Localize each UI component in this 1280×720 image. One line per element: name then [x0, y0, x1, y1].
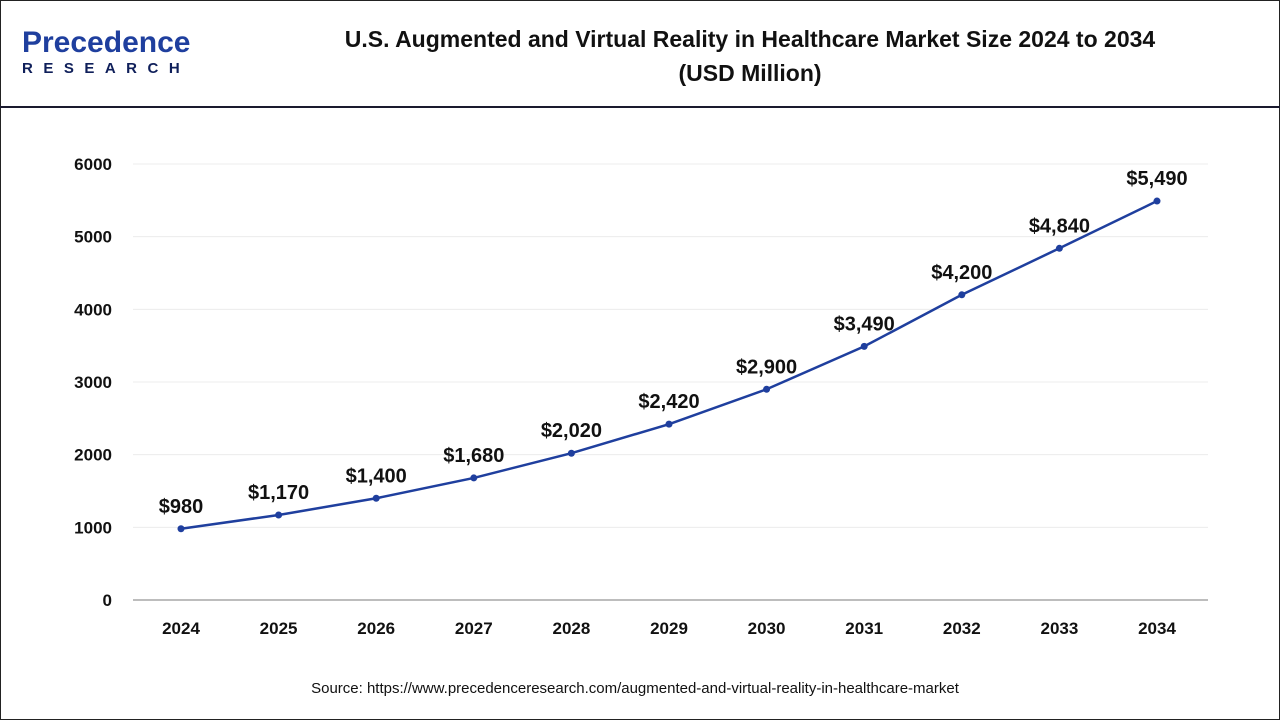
x-tick-label: 2030 — [748, 619, 786, 638]
source-text: Source: https://www.precedenceresearch.c… — [311, 680, 959, 697]
data-point — [567, 449, 575, 457]
y-tick-label: 6000 — [74, 155, 112, 174]
series-line — [180, 199, 1158, 531]
x-tick-label: 2026 — [357, 619, 395, 638]
data-point — [1055, 244, 1063, 252]
data-label: $2,020 — [541, 420, 602, 442]
data-point — [1153, 197, 1161, 205]
x-tick-label: 2031 — [845, 619, 883, 638]
data-label: $1,400 — [346, 465, 407, 487]
logo: Precedence RESEARCH — [22, 26, 191, 78]
y-tick-label: 3000 — [74, 373, 112, 392]
data-label: $1,170 — [248, 482, 309, 504]
data-label: $5,490 — [1126, 168, 1187, 190]
data-label: $1,680 — [443, 445, 504, 467]
data-point — [275, 511, 283, 519]
data-point — [470, 474, 478, 482]
data-point — [372, 494, 380, 502]
chart-title: U.S. Augmented and Virtual Reality in He… — [270, 22, 1230, 90]
logo-text-bottom: RESEARCH — [22, 60, 191, 77]
x-tick-label: 2032 — [943, 619, 981, 638]
x-tick-label: 2027 — [455, 619, 493, 638]
x-tick-label: 2024 — [162, 619, 200, 638]
data-label: $4,200 — [931, 262, 992, 284]
x-tick-label: 2033 — [1040, 619, 1078, 638]
x-tick-label: 2025 — [260, 619, 298, 638]
logo-text-top: Precedence — [22, 26, 191, 59]
y-tick-label: 4000 — [74, 300, 112, 319]
x-tick-label: 2029 — [650, 619, 688, 638]
header: Precedence RESEARCH U.S. Augmented and V… — [0, 0, 1280, 108]
y-tick-label: 0 — [103, 591, 112, 610]
data-label: $980 — [159, 496, 204, 518]
x-tick-label: 2028 — [552, 619, 590, 638]
title-line-1: U.S. Augmented and Virtual Reality in He… — [344, 26, 1156, 52]
data-point — [958, 291, 966, 299]
data-label: $3,490 — [834, 313, 895, 335]
data-point — [860, 342, 868, 350]
data-point — [763, 385, 771, 393]
data-label: $4,840 — [1029, 215, 1090, 237]
title-line-2: (USD Million) — [678, 60, 822, 86]
y-tick-label: 2000 — [74, 446, 112, 465]
data-point — [177, 525, 185, 533]
y-tick-label: 5000 — [74, 228, 112, 247]
data-label: $2,900 — [736, 356, 797, 378]
x-tick-label: 2034 — [1138, 619, 1176, 638]
y-tick-label: 1000 — [74, 518, 112, 537]
data-point — [665, 420, 673, 428]
data-label: $2,420 — [638, 391, 699, 413]
